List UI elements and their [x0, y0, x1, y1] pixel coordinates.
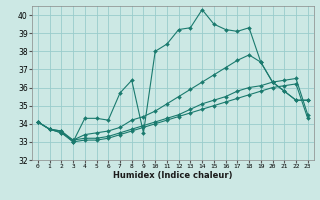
X-axis label: Humidex (Indice chaleur): Humidex (Indice chaleur)	[113, 171, 233, 180]
